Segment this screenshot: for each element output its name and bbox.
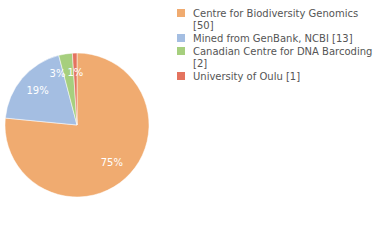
pie-slice: [59, 53, 77, 125]
data-label: 3%: [50, 68, 66, 79]
pie-slice: [72, 53, 77, 125]
legend-swatch: [177, 34, 185, 42]
data-label: 75%: [101, 157, 123, 168]
data-label: 1%: [67, 67, 83, 78]
legend-swatch: [177, 47, 185, 55]
pie-slice: [5, 53, 149, 197]
legend-label: Mined from GenBank, NCBI [13]: [193, 33, 353, 44]
legend-swatch: [177, 72, 185, 80]
chart-container: 75% 19%3%1% Centre for Biodiversity Genomi…: [0, 0, 380, 240]
legend-label: University of Oulu [1]: [193, 71, 300, 82]
legend-swatch: [177, 9, 185, 17]
data-label: 19%: [26, 85, 48, 96]
data-labels: 75% 19%3%1%: [26, 67, 123, 168]
legend: Centre for Biodiversity Genomics[50] Mine…: [177, 8, 372, 82]
legend-label: Canadian Centre for DNA Barcoding[2]: [193, 46, 372, 69]
chart: 75% 19%3%1% Centre for Biodiversity Genomi…: [0, 0, 380, 240]
pie: [5, 53, 149, 197]
legend-label: Centre for Biodiversity Genomics[50]: [193, 8, 358, 31]
